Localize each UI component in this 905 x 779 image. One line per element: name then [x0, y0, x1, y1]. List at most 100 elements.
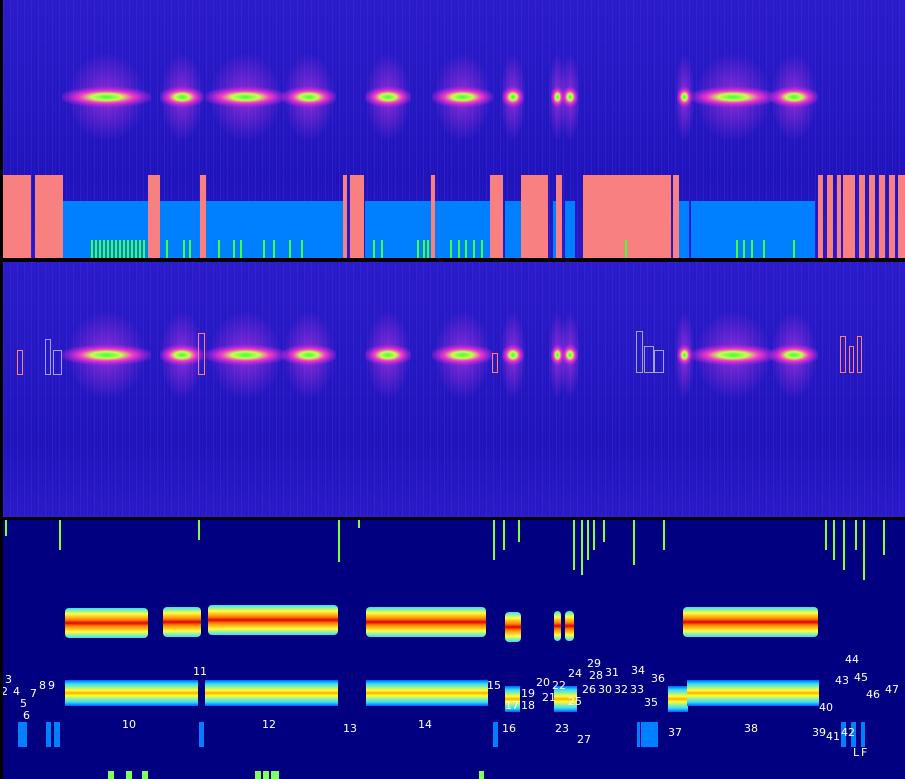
green-marker: [127, 240, 129, 258]
salmon-segment: [889, 175, 895, 258]
salmon-segment: [869, 175, 875, 258]
salmon-segment: [673, 175, 679, 258]
blue-marker: [641, 722, 646, 747]
green-spike: [855, 520, 857, 550]
salmon-segment: [350, 175, 364, 258]
green-marker: [126, 771, 132, 779]
vocalization-blob: [502, 52, 524, 142]
green-marker: [95, 240, 97, 258]
green-marker: [793, 240, 795, 258]
green-spike: [5, 520, 7, 536]
salmon-segment: [843, 175, 855, 258]
green-marker: [417, 240, 419, 258]
green-marker: [427, 240, 429, 258]
blue-marker: [54, 722, 60, 747]
green-marker: [479, 771, 484, 779]
green-spike: [587, 520, 589, 560]
green-marker: [271, 771, 279, 779]
green-marker: [233, 240, 235, 258]
feature-bar: [554, 686, 577, 712]
green-spike: [633, 520, 635, 565]
green-marker: [123, 240, 125, 258]
segment-label: 32: [614, 683, 628, 696]
segment-label: 45: [854, 671, 868, 684]
segment-label: 20: [536, 676, 550, 689]
green-marker: [143, 240, 145, 258]
salmon-segment: [859, 175, 865, 258]
green-marker: [289, 240, 291, 258]
segment-label: 2: [3, 685, 8, 698]
salmon-segment: [490, 175, 503, 258]
segment-label: 41: [826, 730, 840, 743]
blue-marker: [18, 722, 27, 747]
detection-box: [636, 331, 643, 373]
green-spike: [493, 520, 495, 560]
segment-label: 17: [505, 699, 519, 712]
green-marker: [301, 240, 303, 258]
segment-label: F: [861, 746, 868, 759]
green-spike: [198, 520, 200, 540]
salmon-segment: [521, 175, 548, 258]
vocalization-blob: [205, 310, 286, 400]
feature-bar: [668, 686, 688, 712]
green-marker: [625, 240, 627, 258]
heat-blob: [565, 611, 574, 641]
vocalization-blob: [690, 310, 776, 400]
green-marker: [111, 240, 113, 258]
segment-label: 8: [39, 679, 46, 692]
vocalization-blob: [770, 310, 818, 400]
blue-marker: [841, 722, 846, 747]
segment-label: 23: [555, 722, 569, 735]
segment-label: 38: [744, 722, 758, 735]
segment-label: 24: [568, 667, 582, 680]
segment-label: 15: [487, 679, 501, 692]
vocalization-blob: [282, 310, 336, 400]
top-spectrogram-panel: [3, 0, 905, 258]
salmon-segment: [200, 175, 206, 258]
vocalization-blob: [690, 52, 776, 142]
salmon-segment: [879, 175, 885, 258]
green-marker: [263, 771, 269, 779]
green-marker: [183, 240, 185, 258]
vocalization-blob: [502, 310, 524, 400]
segment-label: 26: [582, 683, 596, 696]
green-marker: [107, 240, 109, 258]
segment-label: 6: [23, 709, 30, 722]
segment-label: 16: [502, 722, 516, 735]
segment-label: 28: [589, 669, 603, 682]
green-marker: [423, 240, 425, 258]
blue-segment: [435, 201, 490, 258]
middle-spectrogram-panel: [3, 262, 905, 517]
vocalization-blob: [62, 310, 151, 400]
green-marker: [189, 240, 191, 258]
green-marker: [108, 771, 114, 779]
detection-box: [849, 346, 854, 373]
segment-label: 11: [193, 665, 207, 678]
blue-marker: [646, 722, 658, 747]
green-spike: [825, 520, 827, 550]
salmon-segment: [148, 175, 160, 258]
salmon-segment: [827, 175, 833, 258]
green-marker: [273, 240, 275, 258]
green-spike: [593, 520, 595, 550]
green-marker: [458, 240, 460, 258]
segment-label: 5: [20, 697, 27, 710]
segment-label: 13: [343, 722, 357, 735]
green-marker: [166, 240, 168, 258]
blue-marker: [46, 722, 51, 747]
segment-label: 40: [819, 701, 833, 714]
salmon-segment: [3, 175, 31, 258]
segment-label: 31: [605, 666, 619, 679]
segment-label: 44: [845, 653, 859, 666]
green-spike: [833, 520, 835, 560]
vocalization-blob: [562, 52, 578, 142]
green-spike: [573, 520, 575, 570]
green-marker: [465, 240, 467, 258]
blue-marker: [637, 722, 640, 747]
green-marker: [763, 240, 765, 258]
green-marker: [263, 240, 265, 258]
detection-box: [857, 336, 862, 373]
detection-box: [654, 350, 664, 373]
salmon-segment: [837, 175, 841, 258]
segment-label: 33: [630, 683, 644, 696]
